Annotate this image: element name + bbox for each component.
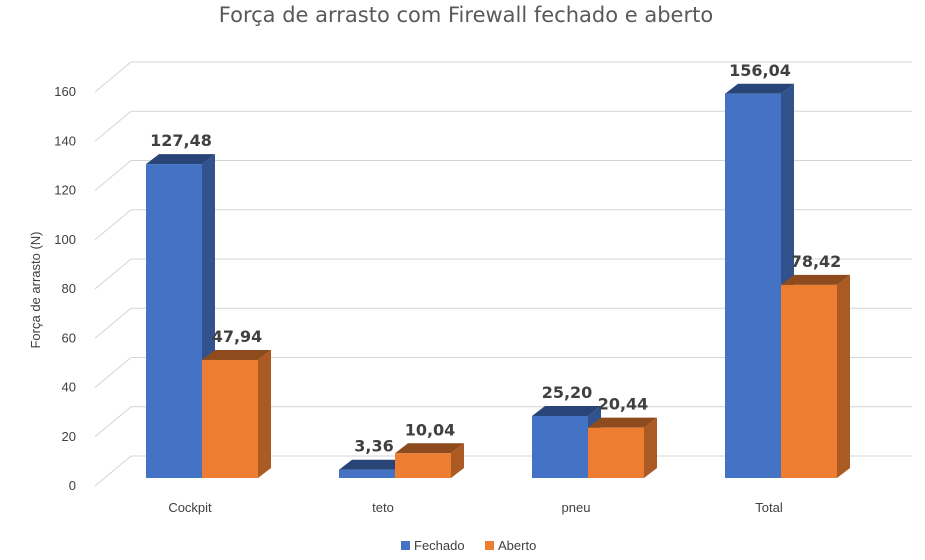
data-label: 10,04 — [405, 420, 456, 439]
y-tick-label: 160 — [54, 84, 76, 99]
y-tick-label: 100 — [54, 232, 76, 247]
bar-front — [532, 415, 588, 478]
bar-top — [588, 417, 657, 428]
bar-front — [339, 469, 395, 478]
legend-item: Fechado — [401, 538, 465, 553]
gridline-diagonal — [94, 406, 132, 438]
legend-swatch — [401, 541, 410, 550]
bar — [725, 83, 794, 479]
gridline-diagonal — [94, 61, 132, 93]
bars — [146, 83, 850, 479]
x-tick-label: teto — [372, 500, 394, 515]
bar-top — [395, 443, 464, 454]
bar — [202, 349, 271, 478]
legend-label: Aberto — [498, 538, 536, 553]
bar-front — [202, 359, 258, 478]
gridline-diagonal — [94, 357, 132, 388]
y-tick-label: 140 — [54, 133, 76, 148]
gridline-diagonal — [94, 455, 132, 487]
bar-side — [837, 274, 850, 478]
data-label: 156,04 — [729, 61, 791, 80]
bar — [781, 274, 850, 478]
legend-swatch — [485, 541, 494, 550]
y-tick-label: 120 — [54, 183, 76, 198]
bar-top — [202, 349, 271, 360]
bar-top — [532, 405, 601, 416]
x-tick-label: pneu — [562, 500, 591, 515]
gridline-diagonal — [94, 307, 132, 339]
data-labels: 127,48 47,94 3,36 10,04 25,20 20,44 156,04 78,4… — [150, 61, 841, 456]
y-tick-label: 80 — [62, 281, 76, 296]
legend: Fechado Aberto — [401, 538, 536, 553]
bar-top — [339, 459, 408, 470]
bar-front — [395, 453, 451, 478]
x-tick-label: Total — [755, 500, 783, 515]
bar — [588, 417, 657, 478]
data-label: 25,20 — [542, 383, 593, 402]
gridline-diagonal — [94, 209, 132, 241]
data-label: 20,44 — [598, 395, 649, 414]
bar-side — [644, 417, 657, 478]
bar — [146, 154, 215, 478]
y-axis-ticks: 0 20 40 60 80 100 120 140 160 — [54, 84, 76, 493]
gridline-diagonal — [94, 160, 132, 191]
chart-title: Força de arrasto com Firewall fechado e … — [219, 3, 713, 27]
data-label: 47,94 — [212, 327, 263, 346]
bar-side — [258, 349, 271, 478]
x-tick-label: Cockpit — [168, 500, 212, 515]
x-axis-ticks: Cockpit teto pneu Total — [168, 500, 783, 515]
bar-side — [451, 443, 464, 478]
legend-item: Aberto — [485, 538, 536, 553]
data-label: 127,48 — [150, 131, 212, 150]
y-tick-label: 0 — [69, 478, 76, 493]
bar-top — [146, 154, 215, 165]
bar-front — [588, 427, 644, 478]
y-axis-label: Força de arrasto (N) — [28, 231, 43, 348]
y-tick-label: 20 — [62, 429, 76, 444]
gridline-diagonal — [94, 110, 132, 142]
legend-label: Fechado — [414, 538, 465, 553]
bar-front — [781, 284, 837, 478]
bar-front — [146, 164, 202, 478]
gridline-diagonal — [94, 258, 132, 290]
data-label: 78,42 — [791, 252, 842, 271]
y-tick-label: 60 — [62, 330, 76, 345]
y-tick-label: 40 — [62, 380, 76, 395]
data-label: 3,36 — [354, 437, 393, 456]
bar-top — [781, 274, 850, 285]
bar — [395, 443, 464, 478]
bar-top — [725, 83, 794, 94]
bar-front — [725, 93, 781, 479]
